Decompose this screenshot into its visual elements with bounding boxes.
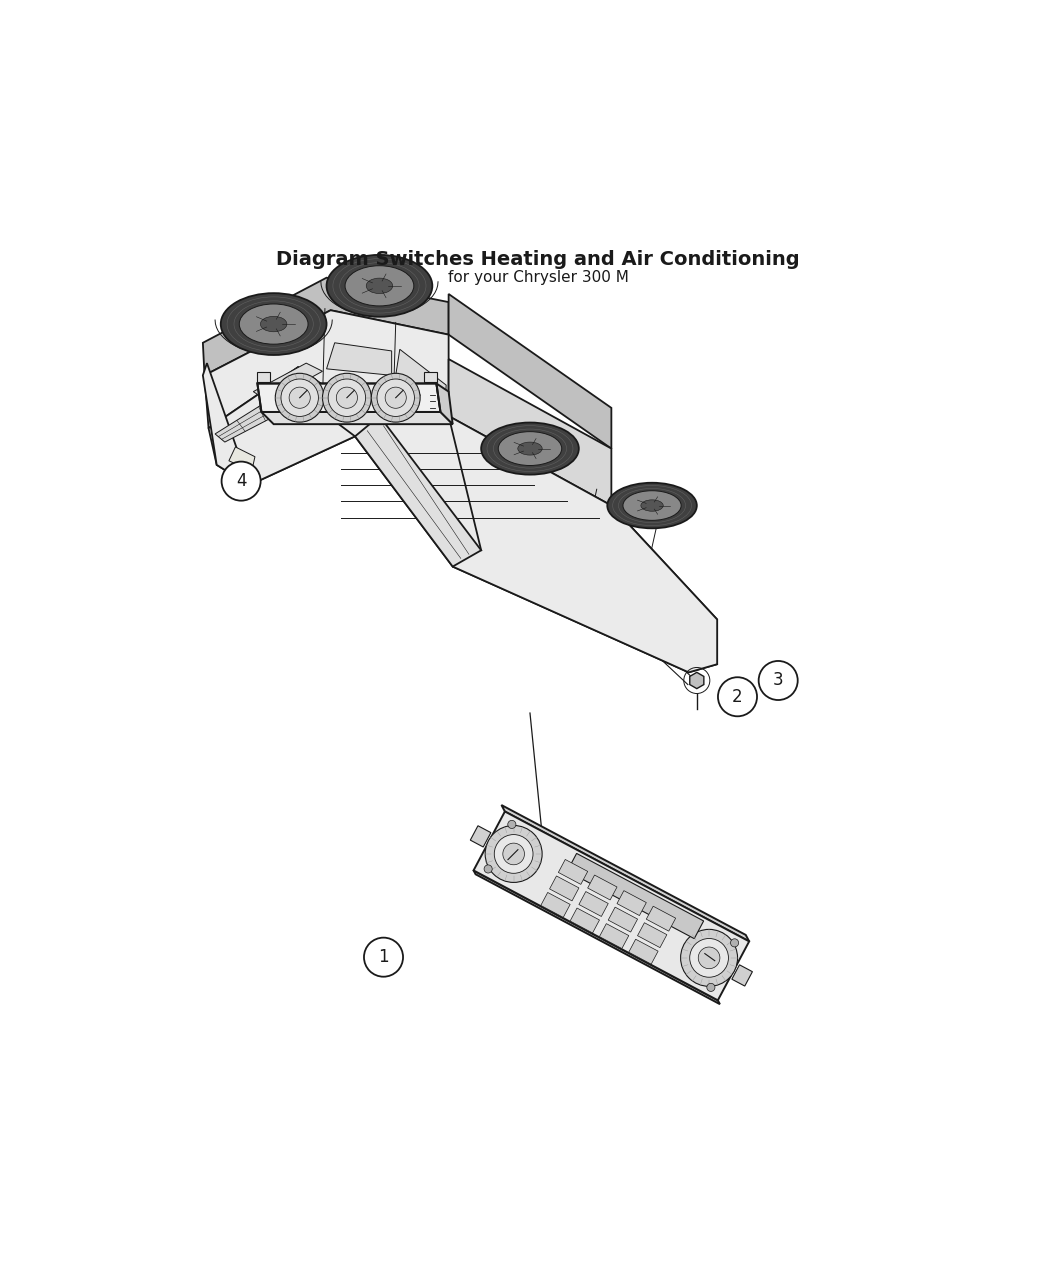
Ellipse shape (234, 301, 313, 347)
Text: 1: 1 (378, 949, 388, 966)
Polygon shape (339, 412, 717, 672)
Polygon shape (215, 380, 307, 442)
Circle shape (495, 835, 533, 873)
Circle shape (508, 820, 516, 829)
Polygon shape (261, 412, 453, 425)
Ellipse shape (612, 486, 692, 525)
Ellipse shape (518, 442, 542, 455)
Circle shape (275, 374, 324, 422)
Circle shape (329, 379, 365, 417)
Polygon shape (474, 811, 749, 1001)
Polygon shape (629, 940, 658, 964)
Ellipse shape (220, 293, 327, 354)
Ellipse shape (322, 389, 372, 402)
Circle shape (698, 947, 720, 969)
Polygon shape (559, 859, 588, 885)
Polygon shape (242, 400, 379, 486)
Ellipse shape (345, 265, 414, 306)
Polygon shape (600, 923, 629, 949)
Polygon shape (567, 853, 704, 938)
Circle shape (385, 388, 406, 408)
Bar (256, 372, 270, 381)
Polygon shape (690, 672, 704, 689)
Circle shape (485, 825, 542, 882)
Polygon shape (637, 923, 667, 947)
Circle shape (281, 379, 318, 417)
Text: 4: 4 (236, 472, 247, 490)
Polygon shape (448, 416, 717, 672)
Polygon shape (541, 892, 570, 918)
Circle shape (336, 388, 357, 408)
Polygon shape (608, 907, 637, 932)
Ellipse shape (333, 259, 426, 314)
Text: 3: 3 (773, 672, 783, 690)
Polygon shape (624, 599, 693, 636)
Polygon shape (205, 310, 448, 428)
Polygon shape (437, 384, 453, 425)
Polygon shape (396, 349, 446, 414)
Circle shape (289, 388, 311, 408)
Polygon shape (257, 384, 441, 412)
Circle shape (680, 929, 737, 987)
Polygon shape (502, 538, 574, 583)
Bar (424, 372, 437, 381)
Polygon shape (732, 965, 753, 986)
Circle shape (690, 938, 729, 977)
Circle shape (377, 379, 415, 417)
Ellipse shape (340, 263, 419, 309)
Polygon shape (559, 572, 635, 611)
Ellipse shape (481, 422, 579, 474)
Polygon shape (394, 408, 415, 422)
Polygon shape (209, 367, 355, 486)
Polygon shape (570, 908, 600, 933)
Ellipse shape (623, 491, 681, 520)
Ellipse shape (227, 297, 320, 352)
Polygon shape (588, 875, 617, 900)
Ellipse shape (239, 303, 308, 344)
Text: Diagram Switches Heating and Air Conditioning: Diagram Switches Heating and Air Conditi… (276, 250, 800, 269)
Ellipse shape (494, 430, 567, 468)
Polygon shape (203, 278, 448, 375)
Ellipse shape (275, 389, 324, 402)
Polygon shape (327, 343, 392, 375)
Circle shape (364, 937, 403, 977)
Polygon shape (647, 907, 675, 931)
Ellipse shape (372, 389, 420, 402)
Text: for your Chrysler 300 M: for your Chrysler 300 M (447, 270, 629, 286)
Polygon shape (229, 448, 255, 472)
Polygon shape (470, 826, 491, 847)
Polygon shape (474, 871, 720, 1005)
Polygon shape (448, 360, 611, 506)
Circle shape (372, 374, 420, 422)
Circle shape (731, 938, 738, 947)
Polygon shape (448, 295, 611, 449)
Ellipse shape (618, 488, 686, 523)
Ellipse shape (260, 316, 287, 332)
Circle shape (322, 374, 372, 422)
Polygon shape (617, 891, 647, 915)
Circle shape (222, 462, 260, 501)
Ellipse shape (640, 500, 664, 511)
Polygon shape (253, 363, 322, 402)
Ellipse shape (487, 426, 573, 472)
Ellipse shape (366, 278, 393, 293)
Polygon shape (203, 363, 249, 486)
Ellipse shape (499, 432, 562, 465)
Circle shape (718, 677, 757, 717)
Circle shape (707, 983, 715, 992)
Circle shape (484, 864, 492, 873)
Text: 2: 2 (732, 687, 742, 706)
Polygon shape (502, 805, 749, 941)
Polygon shape (355, 416, 481, 566)
Ellipse shape (607, 483, 697, 528)
Polygon shape (549, 876, 579, 901)
Ellipse shape (327, 255, 433, 316)
Polygon shape (579, 891, 608, 917)
Circle shape (503, 843, 524, 864)
Circle shape (759, 660, 798, 700)
